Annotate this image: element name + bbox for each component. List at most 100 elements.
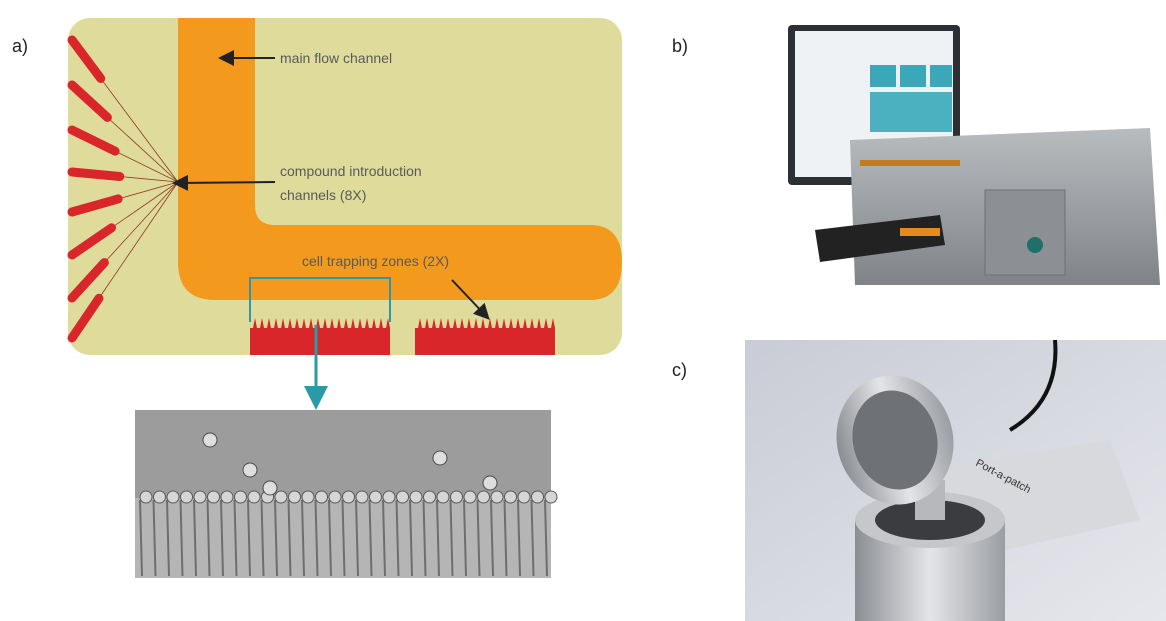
tooth	[288, 318, 292, 328]
tooth	[267, 318, 271, 328]
trap-bump	[477, 490, 490, 504]
lid-inner	[852, 390, 938, 490]
well-wall	[287, 499, 292, 577]
tooth	[544, 318, 548, 328]
tooth	[337, 318, 341, 328]
well-wall	[193, 499, 197, 577]
well-wall	[436, 499, 440, 577]
well-wall	[422, 499, 427, 577]
tooth	[274, 318, 278, 328]
tooth	[516, 318, 520, 328]
electrode	[67, 125, 120, 156]
well-wall	[206, 499, 211, 577]
electrode-wire	[98, 75, 179, 183]
tooth	[365, 318, 369, 328]
tooth	[551, 318, 555, 328]
tooth	[295, 318, 299, 328]
well-wall	[274, 499, 278, 577]
tooth	[260, 318, 264, 328]
tooth	[530, 318, 534, 328]
trap-bump	[531, 490, 544, 504]
trap-bump	[180, 490, 193, 504]
tooth	[481, 318, 485, 328]
trap-bump	[490, 490, 504, 504]
trap-bump	[355, 490, 369, 504]
trap-bump	[288, 490, 301, 504]
screen-panel	[930, 65, 952, 87]
trap-bump	[139, 490, 153, 504]
well-wall	[517, 499, 521, 577]
annotation: cell trapping zones (2X)	[302, 253, 449, 269]
tooth	[281, 318, 285, 328]
trap-bump	[436, 490, 450, 504]
cell	[202, 432, 218, 448]
tooth	[323, 318, 327, 328]
well-wall	[463, 499, 467, 577]
tooth	[523, 318, 527, 328]
trap-bump	[382, 490, 396, 504]
tooth	[253, 318, 257, 328]
well-wall	[530, 499, 535, 577]
tray-light	[900, 228, 940, 236]
electrode	[67, 167, 125, 182]
tooth	[446, 318, 450, 328]
well-wall	[233, 499, 238, 577]
trap-bump	[396, 490, 409, 504]
electrode	[67, 80, 112, 122]
device-photo: Port-a-patch	[745, 339, 1166, 621]
electrode-wire	[116, 175, 179, 183]
tooth	[344, 318, 348, 328]
trap-bump	[220, 490, 234, 504]
electrode-wire	[112, 149, 179, 183]
trap-bump	[166, 490, 180, 504]
trap-bump	[207, 490, 220, 504]
tooth	[439, 318, 443, 328]
trap-bump	[544, 490, 558, 504]
electrode-wire	[102, 181, 179, 266]
tooth	[509, 318, 513, 328]
well-wall	[503, 499, 508, 577]
trap-bump	[504, 490, 517, 504]
tooth	[309, 318, 313, 328]
tooth	[474, 318, 478, 328]
trap-zone	[250, 328, 390, 355]
trap-bump	[328, 490, 342, 504]
trap-bump	[301, 490, 315, 504]
well-wall	[152, 499, 157, 577]
tooth	[358, 318, 362, 328]
well-wall	[179, 499, 184, 577]
tooth	[453, 318, 457, 328]
micrograph	[135, 410, 558, 578]
trap-bump	[315, 490, 328, 504]
electrode-wire	[104, 115, 179, 183]
well-wall	[341, 499, 346, 577]
trap-bump	[153, 490, 166, 504]
electrode	[67, 293, 104, 343]
trap-bump	[274, 490, 288, 504]
trap-bump	[409, 490, 423, 504]
screen-panel	[870, 92, 952, 132]
tooth	[330, 318, 334, 328]
electrodes	[67, 35, 179, 343]
tooth	[386, 318, 390, 328]
screen-panel	[900, 65, 926, 87]
trap-bump	[193, 490, 207, 504]
trap-bump	[463, 490, 477, 504]
electrode-wire	[96, 181, 179, 302]
cell	[432, 450, 448, 466]
well-wall	[409, 499, 413, 577]
tooth	[351, 318, 355, 328]
tooth	[379, 318, 383, 328]
arrow	[172, 174, 276, 191]
trap-bump	[369, 490, 382, 504]
well-wall	[395, 499, 400, 577]
tooth	[537, 318, 541, 328]
trap-bump	[423, 490, 436, 504]
front-panel	[984, 189, 1066, 276]
annotation: compound introduction	[280, 163, 422, 179]
trap-bump	[450, 490, 463, 504]
electrode	[67, 223, 117, 260]
annotation: main flow channel	[280, 50, 392, 66]
cell	[242, 462, 258, 478]
annotation: channels (8X)	[280, 187, 366, 203]
